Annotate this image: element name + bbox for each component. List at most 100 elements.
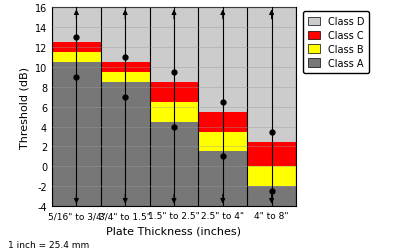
Bar [198,132,247,152]
Bar [52,41,101,44]
Bar [247,187,296,190]
Bar [198,130,247,134]
Bar [198,170,247,173]
Bar [52,114,101,117]
Bar [198,183,247,187]
Bar [150,34,198,37]
Bar [101,157,150,160]
Bar [198,31,247,34]
Bar [101,64,150,67]
Bar [198,110,247,114]
Bar [150,31,198,34]
Bar [150,164,198,167]
Bar [247,167,296,187]
Bar [52,157,101,160]
Bar [247,87,296,90]
Bar [198,64,247,67]
Bar [198,200,247,203]
Bar [150,81,198,84]
Bar [247,84,296,87]
Bar [198,164,247,167]
Bar [52,180,101,183]
Bar [150,97,198,101]
Bar [150,173,198,177]
Bar [52,197,101,200]
Bar [101,127,150,130]
Bar [52,24,101,27]
Bar [198,197,247,200]
Bar [247,153,296,157]
Bar [150,203,198,207]
Bar [198,17,247,21]
Bar [150,37,198,41]
Bar [198,24,247,27]
Bar [198,117,247,120]
Bar [247,44,296,47]
Bar [101,54,150,57]
Bar [150,200,198,203]
Bar [247,94,296,97]
Bar [101,180,150,183]
Bar [247,140,296,144]
Bar [101,81,150,84]
Bar [247,27,296,31]
Bar [101,8,150,62]
Bar [52,74,101,77]
Bar [101,124,150,127]
Legend: Class D, Class C, Class B, Class A: Class D, Class C, Class B, Class A [303,12,369,74]
Bar [150,57,198,61]
Bar [198,51,247,54]
Bar [52,193,101,197]
Bar [52,71,101,74]
Bar [150,117,198,120]
Bar [150,17,198,21]
Bar [198,203,247,207]
Bar [150,147,198,150]
Bar [101,27,150,31]
Bar [198,127,247,130]
Bar [198,177,247,180]
Bar [198,124,247,127]
Bar [247,64,296,67]
Bar [247,47,296,51]
Bar [150,61,198,64]
Bar [101,197,150,200]
Bar [150,130,198,134]
Bar [247,61,296,64]
Bar [198,90,247,94]
Bar [52,81,101,84]
Bar [150,41,198,44]
Bar [101,200,150,203]
Bar [247,37,296,41]
Bar [101,62,150,72]
Bar [247,150,296,153]
Bar [150,150,198,153]
Bar [52,107,101,110]
Bar [52,183,101,187]
Bar [247,31,296,34]
Bar [101,51,150,54]
Bar [52,177,101,180]
Bar [150,107,198,110]
Bar [247,77,296,81]
Bar [52,47,101,51]
Bar [52,101,101,104]
Bar [247,134,296,137]
Bar [101,203,150,207]
Bar [101,170,150,173]
Bar [150,137,198,140]
Bar [52,144,101,147]
Bar [101,24,150,27]
Bar [198,150,247,153]
Bar [52,147,101,150]
Bar [101,77,150,81]
Bar [247,107,296,110]
Bar [150,11,198,14]
Bar [52,127,101,130]
Bar [52,31,101,34]
Bar [150,114,198,117]
Bar [101,147,150,150]
Bar [101,67,150,71]
Bar [101,120,150,124]
Bar [52,54,101,57]
